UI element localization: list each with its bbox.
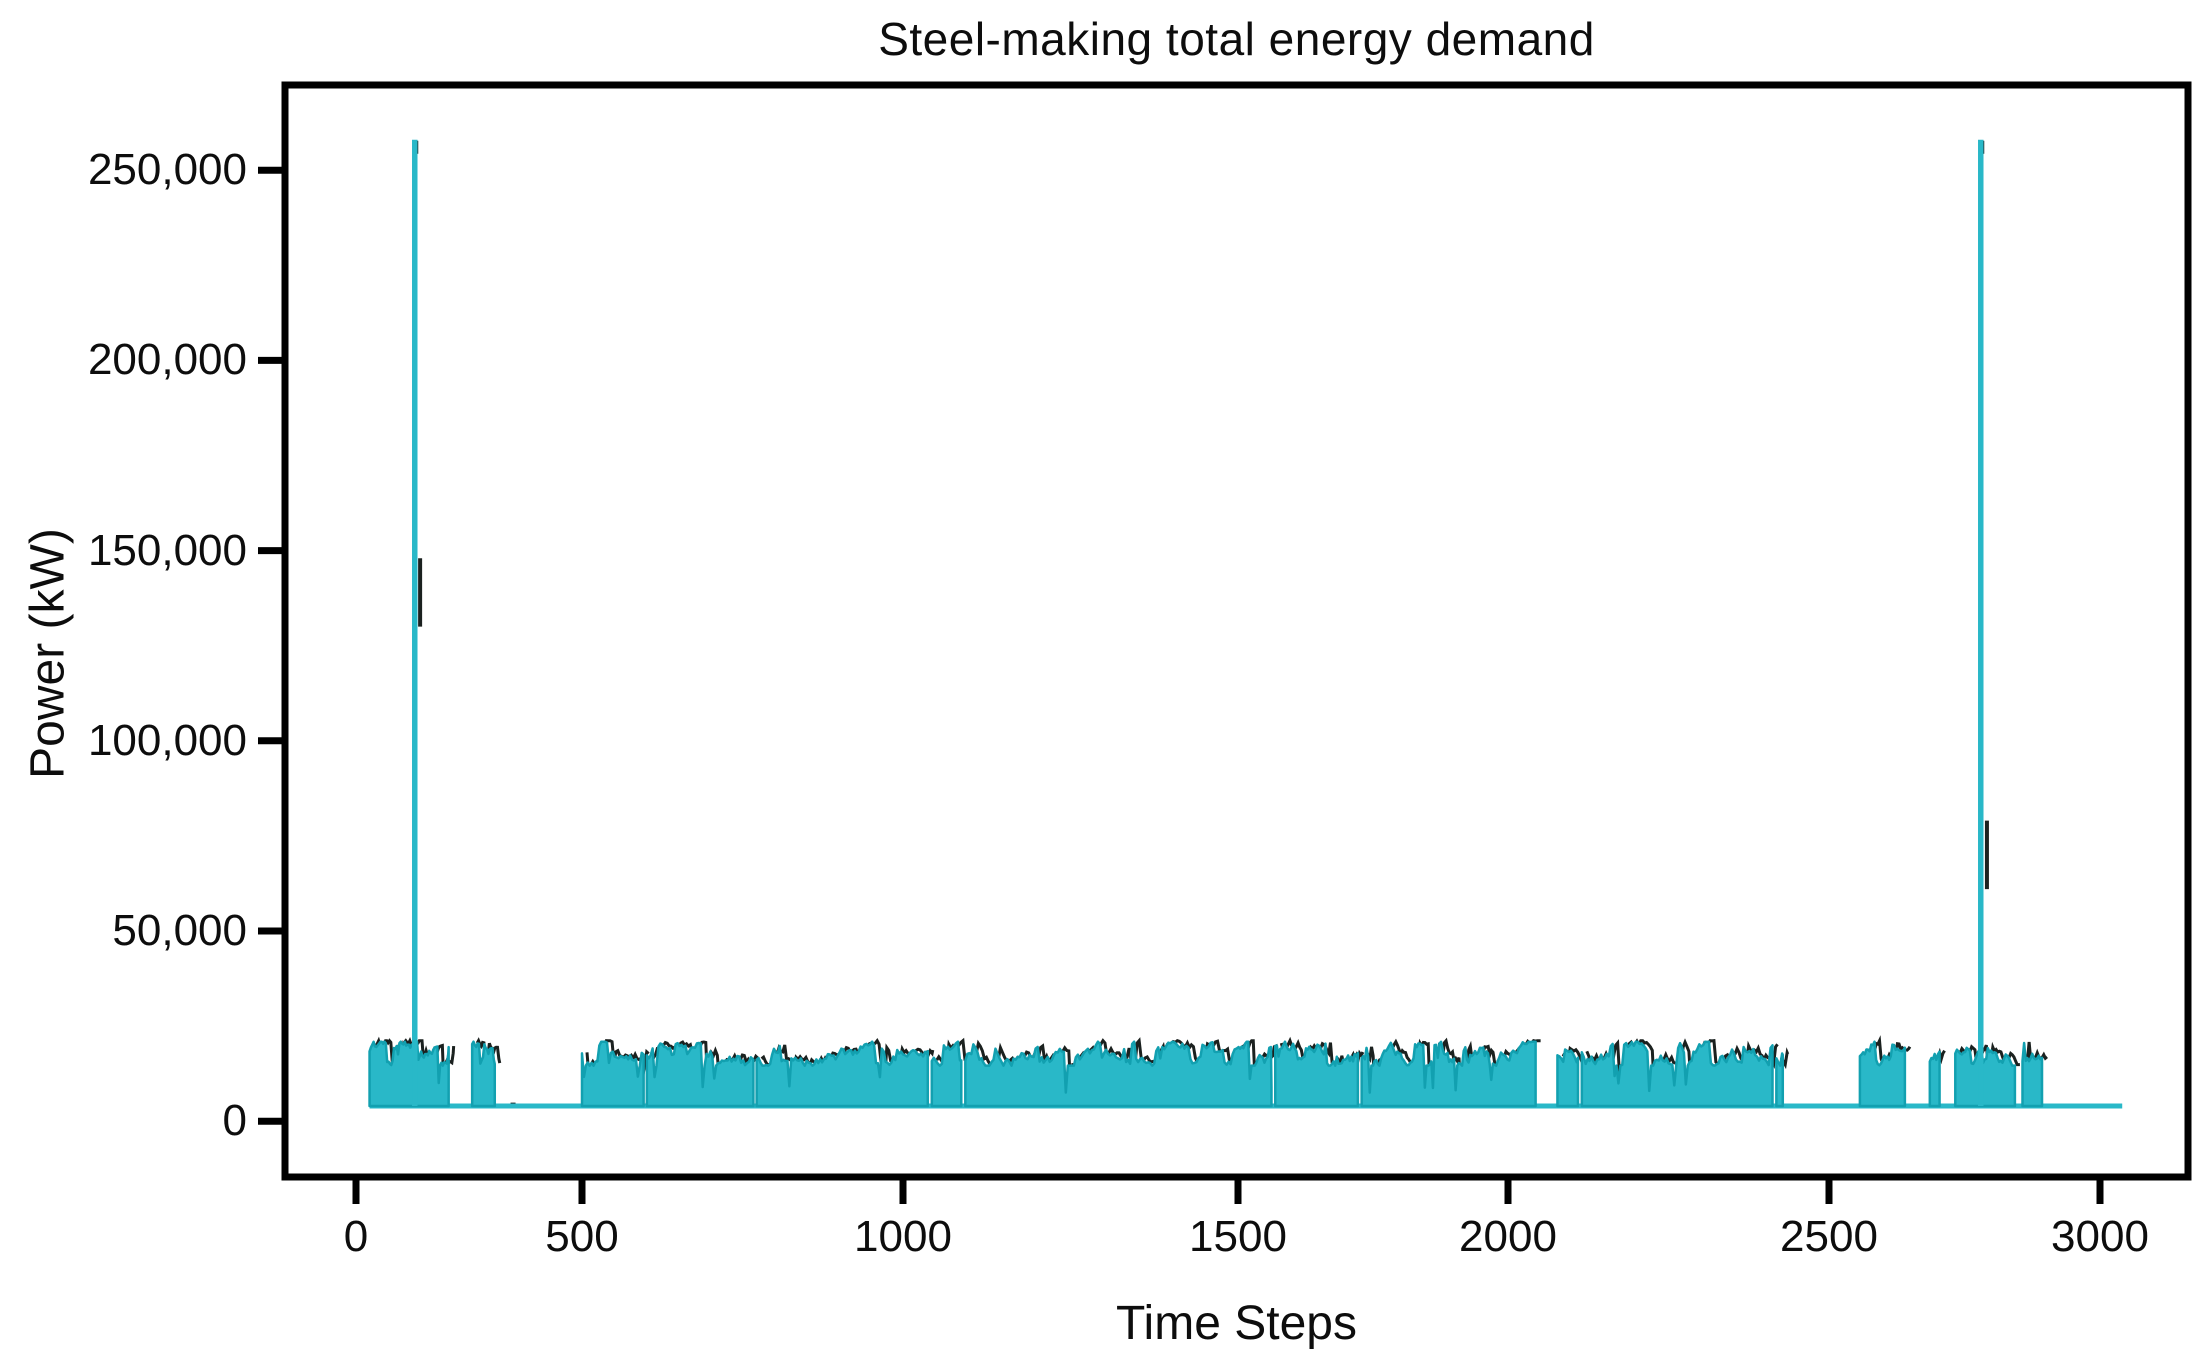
demand-burst-area [1954, 1044, 2017, 1108]
y-tick-label-150000: 150,000 [87, 525, 247, 575]
dark-series-line [1365, 1037, 1541, 1092]
y-tick-label-50000: 50,000 [112, 906, 247, 955]
plot-frame [281, 81, 2192, 1181]
demand-burst-area [1858, 1040, 1907, 1108]
demand-burst-area [1928, 1050, 1941, 1108]
x-axis-label: Time Steps [1116, 1297, 1357, 1350]
demand-burst-area [2021, 1041, 2044, 1108]
x-tick-label-1500: 1500 [1189, 1212, 1287, 1261]
demand-burst-area [470, 1040, 497, 1108]
demand-burst-area [1580, 1040, 1774, 1108]
demand-burst-area [755, 1040, 930, 1108]
demand-burst-area [1274, 1040, 1360, 1108]
x-tick-label-2000: 2000 [1459, 1212, 1557, 1261]
demand-burst-area [1556, 1048, 1580, 1108]
x-tick-label-3000: 3000 [2051, 1212, 2149, 1261]
demand-burst-area [368, 1040, 450, 1108]
x-tick-label-500: 500 [545, 1212, 619, 1261]
demand-burst-area [1360, 1040, 1537, 1108]
demand-burst-area [645, 1041, 755, 1108]
dark-series-line [650, 1040, 760, 1087]
demand-burst-area [580, 1040, 645, 1108]
x-tick-label-0: 0 [343, 1212, 369, 1261]
x-tick-label-1000: 1000 [854, 1212, 952, 1261]
chart-title: Steel-making total energy demand [878, 13, 1595, 65]
demand-burst-area [964, 1040, 1273, 1108]
y-tick-label-200000: 200,000 [87, 335, 247, 385]
y-tick-label-100000: 100,000 [87, 715, 247, 765]
demand-burst-area [1775, 1052, 1785, 1108]
y-tick-label-250000: 250,000 [87, 145, 247, 195]
x-tick-label-2500: 2500 [1780, 1212, 1878, 1261]
y-tick-label-0: 0 [222, 1096, 247, 1146]
demand-burst-area [930, 1040, 963, 1108]
